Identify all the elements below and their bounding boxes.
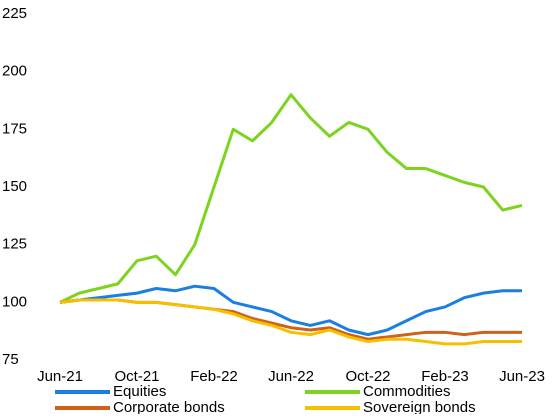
x-tick-label: Feb-23 bbox=[421, 368, 469, 385]
x-tick-label: Jun-23 bbox=[499, 368, 545, 385]
y-tick-label: 225 bbox=[2, 5, 27, 22]
y-tick-label: 200 bbox=[2, 63, 27, 80]
x-tick-label: Jun-21 bbox=[37, 368, 83, 385]
x-tick-label: Oct-22 bbox=[345, 368, 390, 385]
legend-label: Equities bbox=[113, 383, 166, 400]
legend-label: Commodities bbox=[363, 383, 451, 400]
x-tick-label: Feb-22 bbox=[190, 368, 238, 385]
x-tick-label: Jun-22 bbox=[268, 368, 314, 385]
y-tick-label: 175 bbox=[2, 120, 27, 137]
series-line bbox=[59, 93, 523, 304]
legend-label: Corporate bonds bbox=[113, 399, 225, 414]
y-tick-label: 100 bbox=[2, 293, 27, 310]
legend-label: Sovereign bonds bbox=[363, 399, 476, 414]
x-tick-label: Oct-21 bbox=[114, 368, 159, 385]
series-line bbox=[59, 284, 522, 337]
y-tick-label: 75 bbox=[2, 351, 19, 368]
series-line bbox=[59, 298, 522, 346]
y-tick-label: 125 bbox=[2, 236, 27, 253]
y-tick-label: 150 bbox=[2, 178, 27, 195]
